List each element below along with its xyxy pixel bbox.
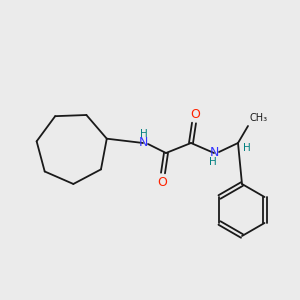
Text: H: H [209, 157, 217, 167]
Text: H: H [243, 143, 251, 153]
Text: O: O [157, 176, 167, 188]
Text: N: N [209, 146, 219, 160]
Text: O: O [190, 107, 200, 121]
Text: N: N [138, 136, 148, 149]
Text: CH₃: CH₃ [250, 113, 268, 123]
Text: H: H [140, 129, 148, 139]
